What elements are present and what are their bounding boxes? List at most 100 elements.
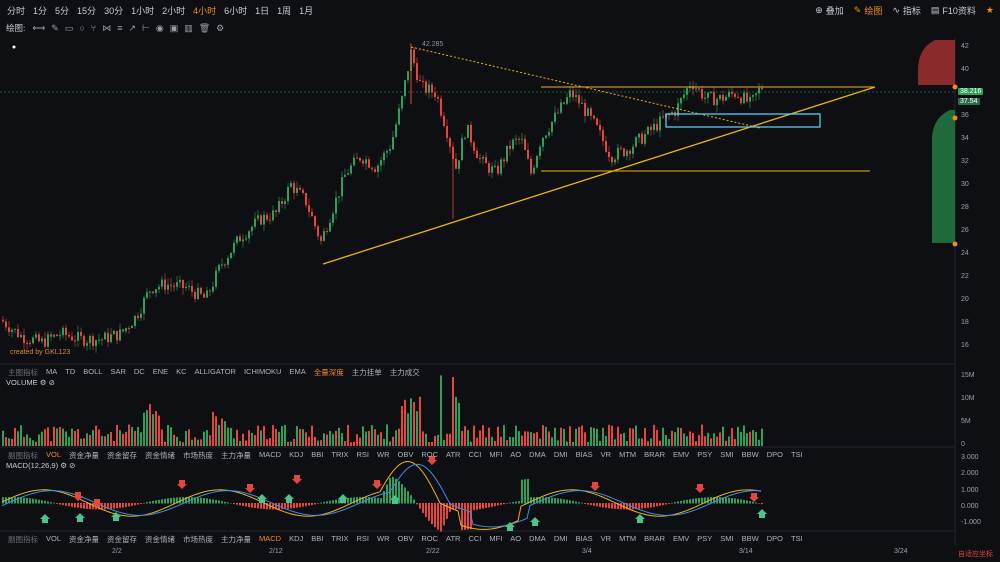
indicator-tab-14[interactable]: ATR <box>446 450 461 459</box>
indicator-tab-6[interactable]: KC <box>176 367 187 376</box>
indicator-tab-6[interactable]: MACD <box>259 534 282 543</box>
indicator-tab-23[interactable]: BRAR <box>644 534 665 543</box>
timeframe-8[interactable]: 6小时 <box>224 5 248 16</box>
indicator-tab-1[interactable]: 资金净量 <box>69 451 100 460</box>
indicator-tab-12[interactable]: 主力成交 <box>389 368 420 377</box>
indicator-tab-8[interactable]: BBI <box>311 534 324 543</box>
indicator-tab-18[interactable]: DMA <box>529 534 546 543</box>
indicator-tab-25[interactable]: PSY <box>697 450 713 459</box>
indicator-tab-4[interactable]: DC <box>133 367 145 376</box>
indicator-tab-5[interactable]: 主力净量 <box>221 535 252 544</box>
indicator-tab-28[interactable]: DPO <box>766 450 783 459</box>
indicator-tab-28[interactable]: DPO <box>766 534 783 543</box>
indicator-tab-12[interactable]: OBV <box>397 534 414 543</box>
indicator-tab-24[interactable]: EMV <box>673 534 690 543</box>
indicator-tab-26[interactable]: SMI <box>720 450 734 459</box>
indicator-tab-13[interactable]: ROC <box>421 450 438 459</box>
indicator-tab-2[interactable]: BOLL <box>83 367 103 376</box>
toolbar-overlay-button[interactable]: ⊕ 叠加 <box>815 4 844 17</box>
timeframe-10[interactable]: 1周 <box>277 5 292 16</box>
indicator-tab-2[interactable]: 资金留存 <box>107 451 138 460</box>
indicator-tab-9[interactable]: TRIX <box>331 450 349 459</box>
indicator-tab-14[interactable]: ATR <box>446 534 461 543</box>
indicator-tab-16[interactable]: MFI <box>489 534 503 543</box>
timeframe-6[interactable]: 2小时 <box>162 5 186 16</box>
indicator-tab-9[interactable]: EMA <box>289 367 306 376</box>
indicator-tab-1[interactable]: 资金净量 <box>69 535 100 544</box>
indicator-tab-19[interactable]: DMI <box>553 534 568 543</box>
toolbar-f10-button[interactable]: ▤ F10资料 <box>931 4 976 17</box>
indicator-tab-5[interactable]: 主力净量 <box>221 451 252 460</box>
indicator-tab-3[interactable]: SAR <box>110 367 126 376</box>
indicator-tab-15[interactable]: CCI <box>468 450 482 459</box>
indicator-tab-3[interactable]: 资金情绪 <box>145 535 176 544</box>
path-tool-icon[interactable]: ⋈ <box>102 22 112 33</box>
eye-icon[interactable]: ◉ <box>155 22 164 33</box>
indicator-tab-10[interactable]: RSI <box>356 534 369 543</box>
indicator-tab-4[interactable]: 市场热度 <box>183 535 214 544</box>
toolbar-indicator-button[interactable]: ∿ 指标 <box>892 4 921 17</box>
timeframe-11[interactable]: 1月 <box>299 5 314 16</box>
timeframe-5[interactable]: 1小时 <box>131 5 155 16</box>
indicator-tab-10[interactable]: RSI <box>356 450 369 459</box>
indicator-tab-26[interactable]: SMI <box>720 534 734 543</box>
indicator-tab-5[interactable]: ENE <box>152 367 169 376</box>
indicator-tab-8[interactable]: BBI <box>311 450 324 459</box>
rect-tool-icon[interactable]: ▭ <box>64 22 74 33</box>
delete-icon[interactable]: 🗑 <box>198 22 211 33</box>
indicator-tab-6[interactable]: MACD <box>259 450 282 459</box>
indicator-tab-24[interactable]: EMV <box>673 450 690 459</box>
indicator-tab-2[interactable]: 资金留存 <box>107 535 138 544</box>
fib-tool-icon[interactable]: ≡ <box>117 23 123 33</box>
favorite-star-icon[interactable]: ★ <box>985 5 994 15</box>
indicator-tab-29[interactable]: TSI <box>790 534 803 543</box>
timeframe-7[interactable]: 4小时 <box>193 5 217 16</box>
indicator-tab-11[interactable]: 主力挂单 <box>351 368 382 377</box>
indicator-tab-19[interactable]: DMI <box>553 450 568 459</box>
indicator-tab-10[interactable]: 全量深度 <box>313 368 344 377</box>
timeframe-4[interactable]: 30分 <box>104 5 124 16</box>
layers-icon[interactable]: ▥ <box>184 22 193 33</box>
indicator-tab-11[interactable]: WR <box>376 534 390 543</box>
indicator-tab-29[interactable]: TSI <box>790 450 803 459</box>
indicator-tab-22[interactable]: MTM <box>619 534 637 543</box>
indicator-tab-0[interactable]: MA <box>46 367 58 376</box>
indicator-tab-7[interactable]: KDJ <box>289 450 304 459</box>
indicator-tab-27[interactable]: BBW <box>741 534 759 543</box>
pen-tool-icon[interactable]: ✎ <box>51 22 59 33</box>
indicator-tab-21[interactable]: VR <box>600 534 612 543</box>
indicator-tab-7[interactable]: ALLIGATOR <box>194 367 236 376</box>
indicator-tab-15[interactable]: CCI <box>468 534 482 543</box>
indicator-tab-20[interactable]: BIAS <box>575 450 593 459</box>
indicator-tab-3[interactable]: 资金情绪 <box>145 451 176 460</box>
timeframe-9[interactable]: 1日 <box>255 5 270 16</box>
timeframe-0[interactable]: 分时 <box>7 5 26 16</box>
indicator-tab-27[interactable]: BBW <box>741 450 759 459</box>
indicator-tab-18[interactable]: DMA <box>529 450 546 459</box>
timeframe-2[interactable]: 5分 <box>55 5 70 16</box>
indicator-tab-0[interactable]: VOL <box>46 450 62 459</box>
indicator-tab-4[interactable]: 市场热度 <box>183 451 214 460</box>
indicator-tab-1[interactable]: TD <box>65 367 76 376</box>
indicator-tab-16[interactable]: MFI <box>489 450 503 459</box>
indicator-tab-17[interactable]: AO <box>510 450 522 459</box>
timeframe-3[interactable]: 15分 <box>77 5 97 16</box>
indicator-tab-13[interactable]: ROC <box>421 534 438 543</box>
toolbar-draw-button[interactable]: ✎ 绘图 <box>854 4 883 17</box>
fork-tool-icon[interactable]: ⑂ <box>90 23 97 33</box>
indicator-tab-11[interactable]: WR <box>376 450 390 459</box>
indicator-tab-25[interactable]: PSY <box>697 534 713 543</box>
arrow-tool-icon[interactable]: ↗ <box>128 22 136 33</box>
line-tool-icon[interactable]: ⟷ <box>32 22 46 33</box>
indicator-tab-20[interactable]: BIAS <box>575 534 593 543</box>
lock-icon[interactable]: ▣ <box>169 22 179 33</box>
timeframe-1[interactable]: 1分 <box>33 5 48 16</box>
indicator-tab-7[interactable]: KDJ <box>289 534 304 543</box>
indicator-tab-12[interactable]: OBV <box>397 450 414 459</box>
indicator-tab-23[interactable]: BRAR <box>644 450 665 459</box>
indicator-tab-9[interactable]: TRIX <box>331 534 349 543</box>
settings-icon[interactable]: ⚙ <box>216 22 225 33</box>
indicator-tab-0[interactable]: VOL <box>46 534 62 543</box>
circle-tool-icon[interactable]: ○ <box>79 23 85 33</box>
